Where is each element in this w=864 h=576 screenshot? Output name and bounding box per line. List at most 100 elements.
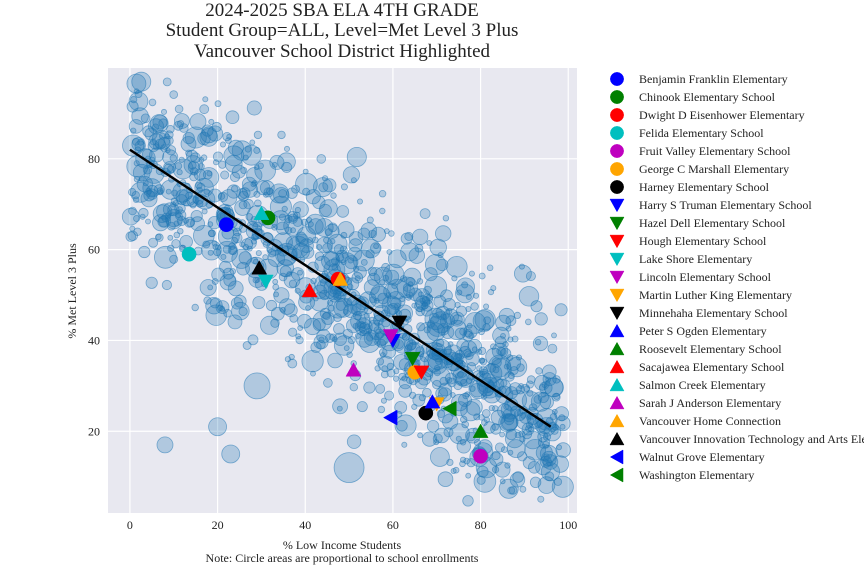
school-bubble (218, 160, 227, 169)
school-bubble (195, 181, 203, 190)
school-bubble (245, 213, 254, 221)
school-bubble (295, 172, 318, 196)
school-bubble (478, 272, 486, 280)
school-bubble (232, 227, 242, 237)
school-bubble (384, 390, 395, 401)
school-bubble (195, 200, 204, 208)
school-bubble (374, 328, 385, 339)
school-bubble (169, 254, 179, 264)
school-bubble (207, 229, 216, 237)
school-bubble (295, 335, 304, 345)
school-bubble (148, 237, 159, 248)
school-bubble (306, 216, 313, 223)
school-bubble (289, 314, 299, 323)
school-bubble (369, 285, 392, 308)
school-bubble (351, 271, 364, 284)
school-bubble (346, 434, 362, 449)
school-bubble (333, 452, 365, 483)
school-bubble (219, 260, 232, 274)
school-bubble (350, 177, 357, 184)
school-bubble (406, 291, 414, 299)
school-bubble (500, 332, 506, 339)
x-tick-label: 0 (127, 518, 133, 532)
school-bubble (524, 318, 532, 326)
school-bubble (357, 321, 364, 329)
legend-marker (609, 288, 625, 303)
school-bubble (269, 154, 285, 170)
school-bubble (254, 159, 277, 182)
school-bubble (491, 450, 501, 461)
school-bubble (471, 346, 478, 353)
school-bubble (499, 347, 512, 360)
legend-marker (609, 234, 625, 249)
school-bubble (466, 458, 476, 468)
school-bubble (411, 403, 418, 410)
legend-entry-label: Walnut Grove Elementary (639, 450, 765, 464)
school-bubble (490, 409, 506, 425)
school-bubble (149, 147, 165, 163)
school-bubble (255, 250, 262, 257)
school-bubble (238, 306, 248, 317)
school-bubble (125, 231, 137, 242)
legend-entry-label: Felida Elementary School (639, 126, 764, 140)
x-tick-label: 80 (475, 518, 487, 532)
school-bubble (491, 465, 500, 474)
school-bubble (359, 326, 366, 334)
school-bubble (494, 442, 505, 453)
school-bubble (190, 210, 203, 223)
school-bubble (411, 228, 429, 246)
school-bubble (514, 431, 522, 439)
school-bubble (478, 414, 485, 421)
legend-marker (609, 431, 625, 446)
school-bubble (162, 77, 172, 87)
school-bubble (377, 292, 389, 305)
school-bubble (201, 239, 222, 261)
school-bubble (131, 107, 149, 125)
school-bubble (238, 200, 248, 210)
school-bubble (250, 238, 257, 245)
school-bubble (253, 130, 263, 140)
legend-entry-label: Sacajawea Elementary School (639, 360, 785, 374)
school-bubble (418, 394, 426, 402)
school-bubble (429, 338, 452, 361)
school-bubble (535, 458, 552, 476)
school-bubble (422, 387, 432, 398)
highlighted-schools (181, 205, 489, 464)
school-bubble (421, 431, 438, 447)
school-bubble (453, 381, 463, 391)
school-bubble (205, 304, 227, 326)
school-bubble (398, 358, 412, 371)
school-bubble (134, 90, 143, 98)
school-bubble (535, 367, 543, 375)
school-bubble (518, 263, 525, 270)
school-bubble (539, 394, 554, 410)
school-bubble (506, 439, 526, 459)
legend-marker (610, 108, 624, 122)
legend-marker (609, 323, 625, 338)
school-bubble (266, 246, 273, 253)
school-bubble (384, 269, 400, 284)
school-bubble (508, 382, 522, 396)
legend-entry-label: Lincoln Elementary School (639, 270, 772, 284)
school-bubble (444, 372, 457, 385)
school-bubble (490, 285, 497, 292)
school-bubble (208, 417, 227, 437)
school-bubble (284, 214, 293, 224)
school-bubble (291, 184, 301, 194)
legend-marker (610, 162, 624, 176)
school-bubble (513, 311, 522, 319)
school-bubble (155, 233, 164, 242)
school-bubble (207, 284, 214, 291)
school-bubble (211, 121, 222, 133)
school-bubble (399, 295, 406, 303)
school-bubble (511, 335, 519, 343)
legend-entry-label: Lake Shore Elementary (639, 252, 752, 266)
highlighted-school-marker (404, 351, 421, 367)
school-bubble (318, 203, 332, 218)
school-bubble (305, 305, 311, 311)
school-bubble (219, 305, 226, 312)
school-bubble (193, 168, 207, 181)
legend-entry-label: Vancouver Innovation Technology and Arts… (639, 432, 864, 446)
school-bubble (376, 357, 385, 366)
y-tick-label: 20 (88, 424, 100, 438)
